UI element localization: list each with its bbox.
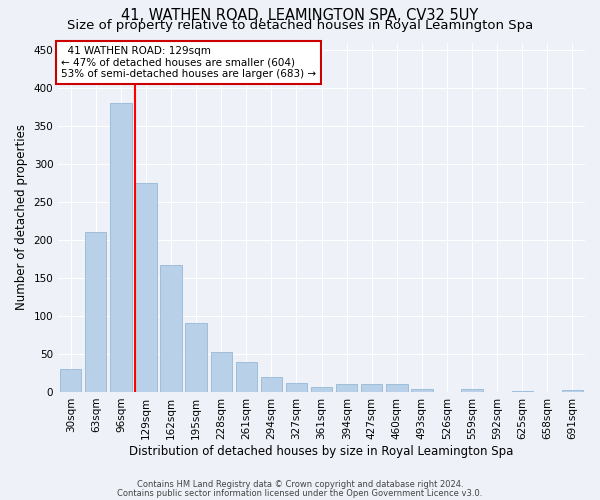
Bar	[562, 390, 583, 392]
Bar	[512, 391, 533, 392]
Bar	[461, 389, 483, 392]
Bar	[336, 384, 358, 392]
Bar	[160, 265, 182, 392]
Text: 41 WATHEN ROAD: 129sqm
← 47% of detached houses are smaller (604)
53% of semi-de: 41 WATHEN ROAD: 129sqm ← 47% of detached…	[61, 46, 316, 79]
Bar	[110, 104, 131, 392]
Text: Contains HM Land Registry data © Crown copyright and database right 2024.: Contains HM Land Registry data © Crown c…	[137, 480, 463, 489]
Bar	[411, 389, 433, 392]
Bar	[261, 377, 282, 392]
Bar	[311, 388, 332, 392]
Y-axis label: Number of detached properties: Number of detached properties	[15, 124, 28, 310]
Bar	[211, 352, 232, 392]
X-axis label: Distribution of detached houses by size in Royal Leamington Spa: Distribution of detached houses by size …	[130, 444, 514, 458]
Bar	[361, 384, 382, 392]
Bar	[286, 383, 307, 392]
Bar	[136, 183, 157, 392]
Bar	[386, 384, 407, 392]
Bar	[60, 369, 82, 392]
Text: 41, WATHEN ROAD, LEAMINGTON SPA, CV32 5UY: 41, WATHEN ROAD, LEAMINGTON SPA, CV32 5U…	[121, 8, 479, 22]
Text: Size of property relative to detached houses in Royal Leamington Spa: Size of property relative to detached ho…	[67, 18, 533, 32]
Text: Contains public sector information licensed under the Open Government Licence v3: Contains public sector information licen…	[118, 488, 482, 498]
Bar	[185, 323, 207, 392]
Bar	[85, 232, 106, 392]
Bar	[236, 362, 257, 392]
